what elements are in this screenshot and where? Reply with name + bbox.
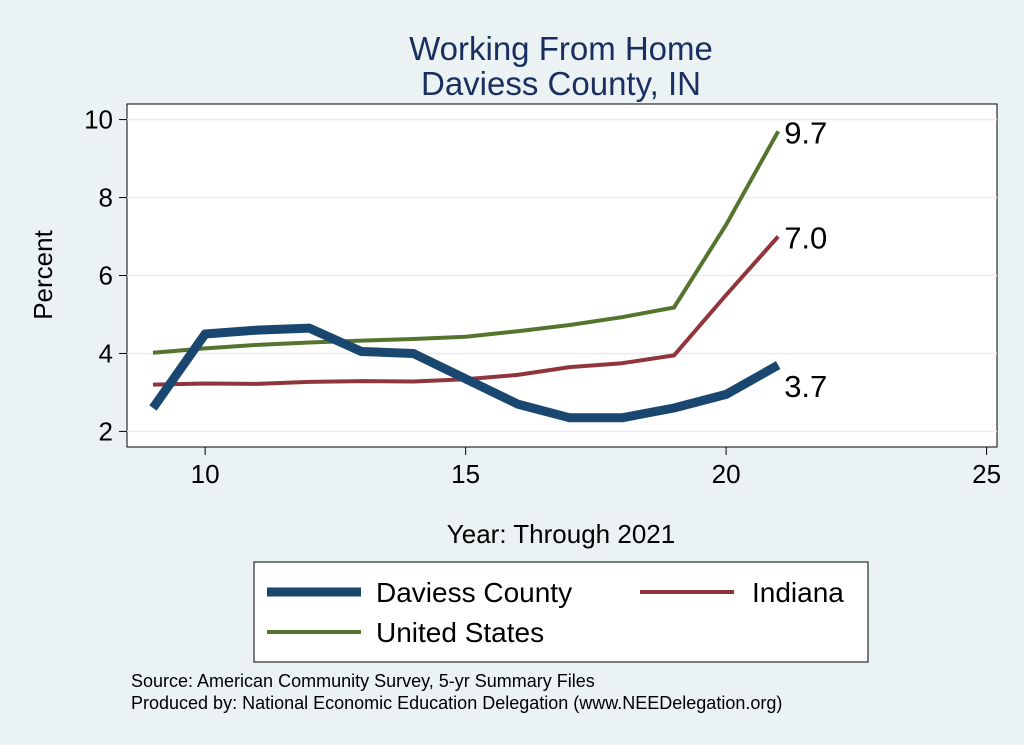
x-tick-label-15: 15 [451,459,480,489]
legend-box [253,561,869,663]
series-line-daviess-county [149,323,781,423]
y-axis-title: Percent [28,229,58,319]
source-note: Source: American Community Survey, 5-yr … [131,671,595,691]
x-axis-title: Year: Through 2021 [447,519,675,549]
series-layer [149,130,781,423]
y-axis: 2 4 6 8 10 [84,105,127,446]
x-tick-label-10: 10 [191,459,220,489]
chart-title: Working From Home [409,30,713,67]
y-tick-label-4: 4 [99,338,113,368]
chart-subtitle: Daviess County, IN [421,65,701,102]
x-axis: 10 15 20 25 [191,447,1001,489]
grid-lines [127,118,997,433]
legend-label-daviess-county: Daviess County [376,577,572,608]
series-line-united-states [152,130,780,355]
y-tick-label-6: 6 [99,261,113,291]
end-labels: 7.0 9.7 3.7 [784,115,827,404]
x-tick-label-20: 20 [712,459,741,489]
y-tick-label-10: 10 [84,105,113,135]
y-tick-label-8: 8 [99,183,113,213]
y-tick-label-2: 2 [99,416,113,446]
end-label-daviess-county: 3.7 [784,369,827,404]
legend-label-united-states: United States [376,617,544,648]
end-label-united-states: 9.7 [784,115,827,150]
x-tick-label-25: 25 [972,459,1001,489]
legend: Daviess County Indiana United States [253,561,869,663]
end-label-indiana: 7.0 [784,221,827,256]
legend-label-indiana: Indiana [752,577,844,608]
produced-by-note: Produced by: National Economic Education… [131,693,782,713]
